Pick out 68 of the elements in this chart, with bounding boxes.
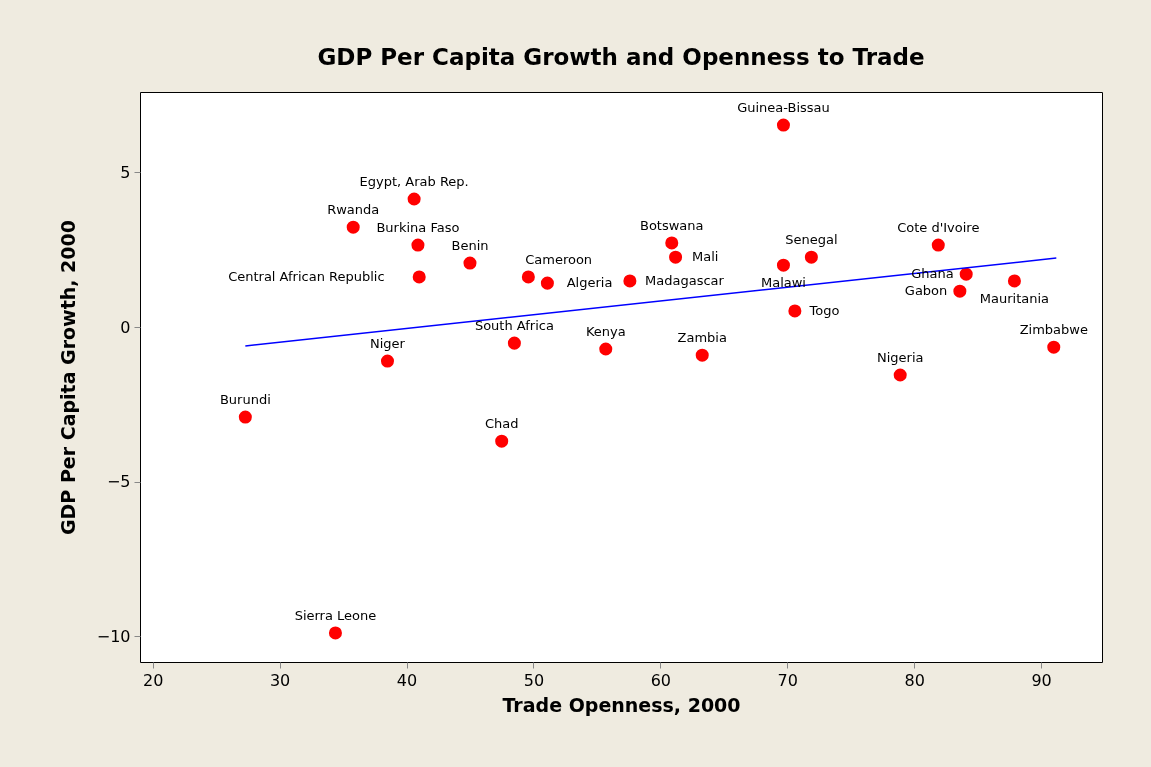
annotation: Cote d'Ivoire xyxy=(897,220,980,236)
annotation: Zimbabwe xyxy=(1019,322,1088,338)
point xyxy=(776,118,790,132)
annotation: Mauritania xyxy=(979,290,1050,306)
point xyxy=(346,220,360,234)
point xyxy=(665,236,679,250)
y-tick-label: 5 xyxy=(120,162,131,182)
annotation: Egypt, Arab Rep. xyxy=(359,174,469,190)
point xyxy=(599,342,613,356)
x-axis-title: Trade Openness, 2000 xyxy=(502,693,741,716)
x-tick-label: 20 xyxy=(143,670,164,690)
point xyxy=(1047,340,1061,354)
annotation: Malawi xyxy=(760,275,806,291)
point xyxy=(507,336,521,350)
annotation: Botswana xyxy=(639,217,704,233)
y-axis-title: GDP Per Capita Growth, 2000 xyxy=(56,220,79,535)
x-tick-label: 30 xyxy=(269,670,291,690)
point xyxy=(893,368,907,382)
annotation: Benin xyxy=(451,238,489,254)
point xyxy=(695,348,709,362)
annotation: Niger xyxy=(370,336,406,352)
point xyxy=(931,238,945,252)
point xyxy=(776,258,790,272)
point xyxy=(623,274,637,288)
annotation: Nigeria xyxy=(876,349,924,365)
annotation: Senegal xyxy=(785,232,838,248)
annotation: Algeria xyxy=(566,275,613,291)
annotation: Kenya xyxy=(585,324,626,340)
point xyxy=(495,434,509,448)
annotation: Burundi xyxy=(219,392,271,408)
point xyxy=(380,354,394,368)
x-tick-label: 90 xyxy=(1031,670,1052,690)
point xyxy=(238,410,252,424)
y-tick-label: 0 xyxy=(120,317,131,337)
annotation: Rwanda xyxy=(327,202,380,218)
point xyxy=(411,238,425,252)
point xyxy=(669,250,683,264)
annotation: Central African Republic xyxy=(228,268,385,284)
annotation: Zambia xyxy=(677,330,727,346)
point xyxy=(463,256,477,270)
point xyxy=(407,192,421,206)
annotation: Gabon xyxy=(904,283,948,299)
point xyxy=(788,304,802,318)
point xyxy=(521,270,535,284)
x-tick-label: 50 xyxy=(523,670,545,690)
x-tick-label: 80 xyxy=(904,670,925,690)
annotation: Chad xyxy=(484,416,519,432)
point xyxy=(953,284,967,298)
annotation: Guinea-Bissau xyxy=(737,100,830,116)
point xyxy=(959,267,973,281)
annotation: Cameroon xyxy=(525,251,593,267)
point xyxy=(328,626,342,640)
annotation: Togo xyxy=(808,302,840,318)
x-tick-label: 60 xyxy=(650,670,672,690)
annotation: Sierra Leone xyxy=(294,607,377,623)
point xyxy=(1007,274,1021,288)
point xyxy=(804,250,818,264)
point xyxy=(412,270,426,284)
annotation: Burkina Faso xyxy=(376,220,460,236)
point xyxy=(540,276,554,290)
x-tick-label: 70 xyxy=(777,670,798,690)
x-tick-label: 40 xyxy=(396,670,418,690)
annotation: Mali xyxy=(692,249,719,265)
chart-title: GDP Per Capita Growth and Openness to Trade xyxy=(317,44,925,70)
annotation: South Africa xyxy=(474,318,554,334)
y-tick-label: −5 xyxy=(106,472,131,492)
y-tick-label: −10 xyxy=(96,626,131,646)
annotation: Madagascar xyxy=(645,272,725,288)
